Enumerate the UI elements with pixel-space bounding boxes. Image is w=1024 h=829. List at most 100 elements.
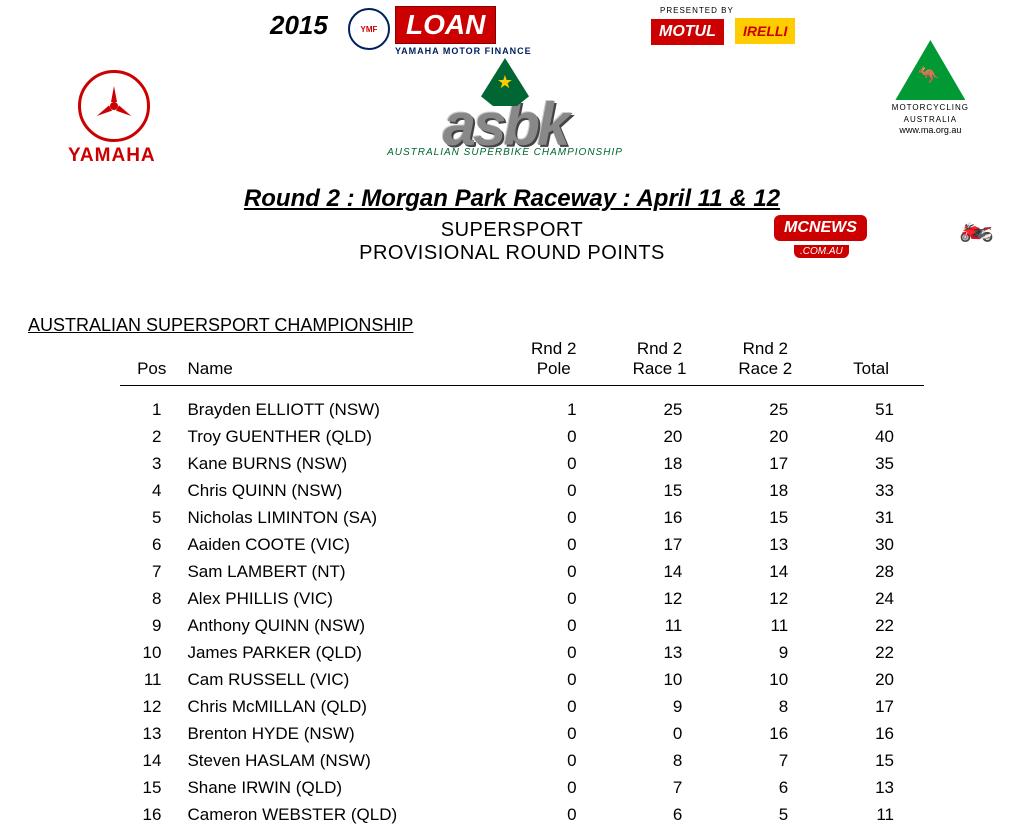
- cell-name: Chris McMILLAN (QLD): [183, 694, 500, 721]
- col-name: Name: [183, 336, 500, 386]
- mcnews-word: MCNEWS: [774, 215, 867, 241]
- cell-pos: 13: [120, 721, 183, 748]
- cell-race2: 12: [712, 586, 818, 613]
- presented-by-label: PRESENTED BY: [660, 6, 734, 15]
- cell-pos: 8: [120, 586, 183, 613]
- cell-pole: 0: [501, 640, 607, 667]
- cell-total: 15: [818, 748, 924, 775]
- cell-total: 40: [818, 424, 924, 451]
- col-race1: Rnd 2 Race 1: [607, 336, 713, 386]
- cell-name: Alex PHILLIS (VIC): [183, 586, 500, 613]
- table-row: 15Shane IRWIN (QLD)07613: [120, 775, 924, 802]
- ma-triangle-icon: 🦘: [895, 40, 965, 100]
- cell-name: Cameron WEBSTER (QLD): [183, 802, 500, 829]
- cell-race2: 18: [712, 478, 818, 505]
- header-banner: 2015 YMF LOAN YAMAHA MOTOR FINANCE PRESE…: [0, 0, 1024, 180]
- cell-total: 33: [818, 478, 924, 505]
- motul-logo-icon: MOTUL: [650, 18, 725, 46]
- table-row: 5Nicholas LIMINTON (SA)0161531: [120, 505, 924, 532]
- col-pole: Rnd 2 Pole: [501, 336, 607, 386]
- cell-race1: 16: [607, 505, 713, 532]
- cell-pole: 0: [501, 802, 607, 829]
- cell-total: 16: [818, 721, 924, 748]
- cell-total: 30: [818, 532, 924, 559]
- table-row: 12Chris McMILLAN (QLD)09817: [120, 694, 924, 721]
- cell-name: James PARKER (QLD): [183, 640, 500, 667]
- cell-pos: 3: [120, 451, 183, 478]
- table-row: 6Aaiden COOTE (VIC)0171330: [120, 532, 924, 559]
- cell-race1: 0: [607, 721, 713, 748]
- cell-pos: 15: [120, 775, 183, 802]
- cell-pos: 1: [120, 386, 183, 424]
- cell-race2: 13: [712, 532, 818, 559]
- cell-total: 35: [818, 451, 924, 478]
- table-row: 16Cameron WEBSTER (QLD)06511: [120, 802, 924, 829]
- cell-name: Chris QUINN (NSW): [183, 478, 500, 505]
- pirelli-logo-icon: IRELLI: [735, 18, 795, 44]
- table-row: 11Cam RUSSELL (VIC)0101020: [120, 667, 924, 694]
- cell-pos: 14: [120, 748, 183, 775]
- cell-name: Nicholas LIMINTON (SA): [183, 505, 500, 532]
- cell-race2: 17: [712, 451, 818, 478]
- cell-pole: 0: [501, 505, 607, 532]
- cell-race1: 7: [607, 775, 713, 802]
- cell-pole: 0: [501, 478, 607, 505]
- cell-race2: 8: [712, 694, 818, 721]
- cell-pos: 10: [120, 640, 183, 667]
- ma-text-1: MOTORCYCLING: [892, 103, 969, 112]
- table-row: 3Kane BURNS (NSW)0181735: [120, 451, 924, 478]
- cell-race2: 9: [712, 640, 818, 667]
- yamaha-wordmark: YAMAHA: [68, 145, 156, 167]
- cell-race2: 25: [712, 386, 818, 424]
- mcnews-logo: MCNEWS .COM.AU 🏍️: [774, 215, 974, 275]
- asbk-shield-icon: ★: [481, 58, 529, 106]
- cell-total: 28: [818, 559, 924, 586]
- col-total: Total: [818, 336, 924, 386]
- cell-name: Kane BURNS (NSW): [183, 451, 500, 478]
- cell-pole: 0: [501, 559, 607, 586]
- cell-total: 11: [818, 802, 924, 829]
- cell-name: Cam RUSSELL (VIC): [183, 667, 500, 694]
- cell-pole: 0: [501, 748, 607, 775]
- cell-pos: 11: [120, 667, 183, 694]
- table-row: 2Troy GUENTHER (QLD)0202040: [120, 424, 924, 451]
- cell-race1: 11: [607, 613, 713, 640]
- loan-subtitle: YAMAHA MOTOR FINANCE: [395, 46, 635, 56]
- cell-pole: 0: [501, 721, 607, 748]
- cell-race2: 11: [712, 613, 818, 640]
- cell-pos: 4: [120, 478, 183, 505]
- col-race2: Rnd 2 Race 2: [712, 336, 818, 386]
- asbk-logo: ★ asbk AUSTRALIAN SUPERBIKE CHAMPIONSHIP: [295, 58, 715, 168]
- cell-race2: 15: [712, 505, 818, 532]
- ymf-logo-icon: YMF: [348, 8, 390, 50]
- table-row: 8Alex PHILLIS (VIC)0121224: [120, 586, 924, 613]
- cell-pos: 5: [120, 505, 183, 532]
- table-row: 7Sam LAMBERT (NT)0141428: [120, 559, 924, 586]
- cell-total: 22: [818, 613, 924, 640]
- bike-flag-icon: 🏍️: [959, 210, 994, 243]
- cell-pole: 0: [501, 775, 607, 802]
- yamaha-tuning-fork-icon: [78, 70, 150, 142]
- cell-pos: 16: [120, 802, 183, 829]
- cell-name: Anthony QUINN (NSW): [183, 613, 500, 640]
- cell-pos: 2: [120, 424, 183, 451]
- motorcycling-australia-logo: 🦘 MOTORCYCLING AUSTRALIA www.ma.org.au: [892, 40, 969, 135]
- year-label: 2015: [270, 10, 328, 41]
- cell-pole: 0: [501, 586, 607, 613]
- loan-logo: LOAN YAMAHA MOTOR FINANCE: [395, 6, 635, 54]
- cell-pole: 0: [501, 424, 607, 451]
- cell-pos: 12: [120, 694, 183, 721]
- cell-race1: 14: [607, 559, 713, 586]
- cell-race1: 12: [607, 586, 713, 613]
- cell-pos: 7: [120, 559, 183, 586]
- cell-total: 51: [818, 386, 924, 424]
- cell-race2: 6: [712, 775, 818, 802]
- cell-name: Aaiden COOTE (VIC): [183, 532, 500, 559]
- asbk-wordmark: asbk: [443, 98, 568, 152]
- cell-name: Sam LAMBERT (NT): [183, 559, 500, 586]
- cell-pole: 0: [501, 667, 607, 694]
- cell-total: 24: [818, 586, 924, 613]
- cell-race1: 10: [607, 667, 713, 694]
- mcnews-suffix: .COM.AU: [794, 245, 849, 258]
- cell-name: Troy GUENTHER (QLD): [183, 424, 500, 451]
